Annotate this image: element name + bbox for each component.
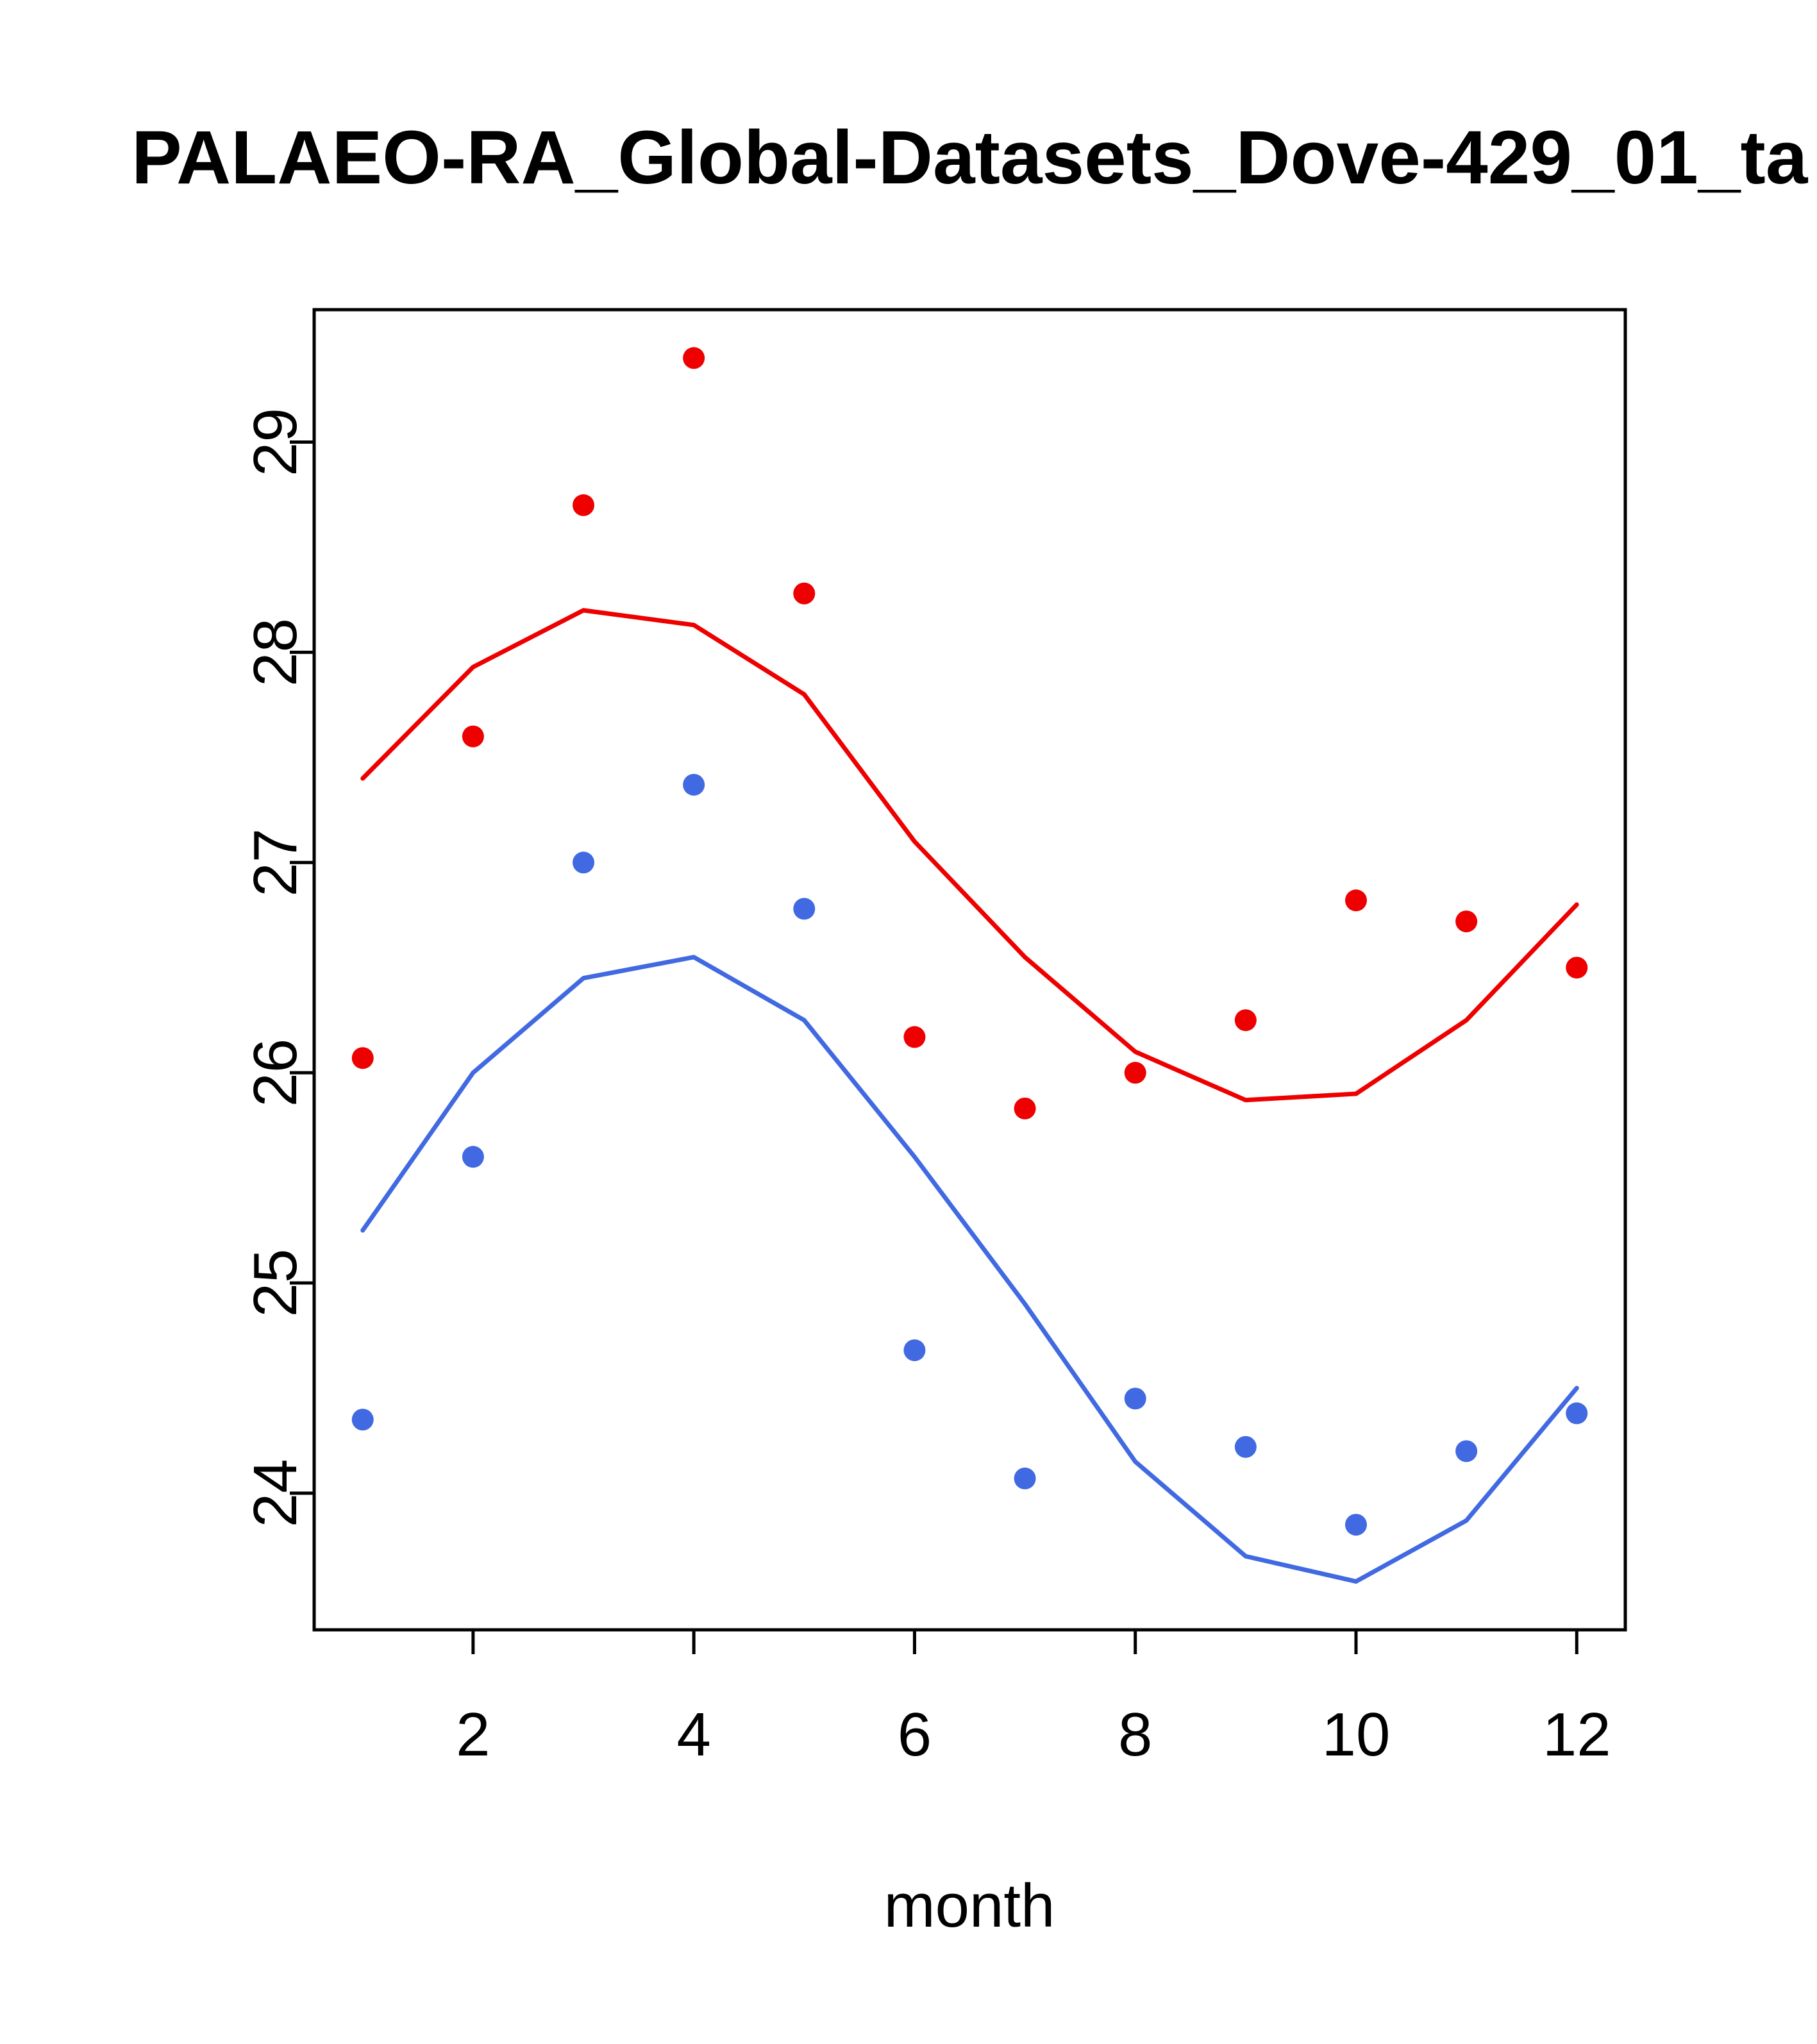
- y-tick-label: 27: [241, 828, 310, 897]
- blue-point: [1344, 1514, 1367, 1536]
- red-line: [360, 608, 1579, 1103]
- y-tick-label: 24: [241, 1459, 310, 1527]
- plot-border: [312, 308, 1627, 1632]
- blue-point: [1234, 1436, 1257, 1458]
- blue-point: [1014, 1467, 1036, 1489]
- red-point: [1344, 889, 1367, 912]
- x-axis-label: month: [883, 1872, 1055, 1940]
- red-point: [793, 582, 816, 605]
- y-tick-label: 29: [241, 408, 310, 476]
- blue-point: [793, 898, 816, 920]
- y-tick-label: 28: [241, 618, 310, 687]
- y-tick-label: 25: [241, 1249, 310, 1318]
- x-tick-label: 12: [1543, 1700, 1611, 1769]
- blue-point: [903, 1339, 926, 1361]
- chart-title: PALAEO-RA_Global-Datasets_Dove-429_01_ta: [131, 115, 1808, 200]
- blue-point: [573, 851, 595, 874]
- red-point: [462, 725, 484, 748]
- blue-line: [360, 955, 1579, 1584]
- red-point: [1124, 1062, 1146, 1084]
- blue-point: [1124, 1387, 1146, 1410]
- red-point: [1234, 1009, 1257, 1032]
- x-tick-label: 10: [1322, 1700, 1391, 1769]
- x-tick-label: 6: [898, 1700, 932, 1769]
- red-point: [903, 1026, 926, 1048]
- red-point: [1455, 910, 1478, 933]
- red-point: [683, 347, 705, 369]
- blue-point: [351, 1409, 374, 1431]
- y-tick-label: 26: [241, 1039, 310, 1107]
- blue-point: [1455, 1440, 1478, 1462]
- blue-point: [1566, 1402, 1588, 1425]
- blue-point: [683, 773, 705, 796]
- x-tick-label: 8: [1118, 1700, 1152, 1769]
- red-point: [351, 1047, 374, 1069]
- x-tick-label: 4: [676, 1700, 710, 1769]
- x-tick-label: 2: [456, 1700, 490, 1769]
- blue-point: [462, 1146, 484, 1168]
- red-point: [573, 494, 595, 516]
- red-point: [1566, 957, 1588, 979]
- red-point: [1014, 1097, 1036, 1119]
